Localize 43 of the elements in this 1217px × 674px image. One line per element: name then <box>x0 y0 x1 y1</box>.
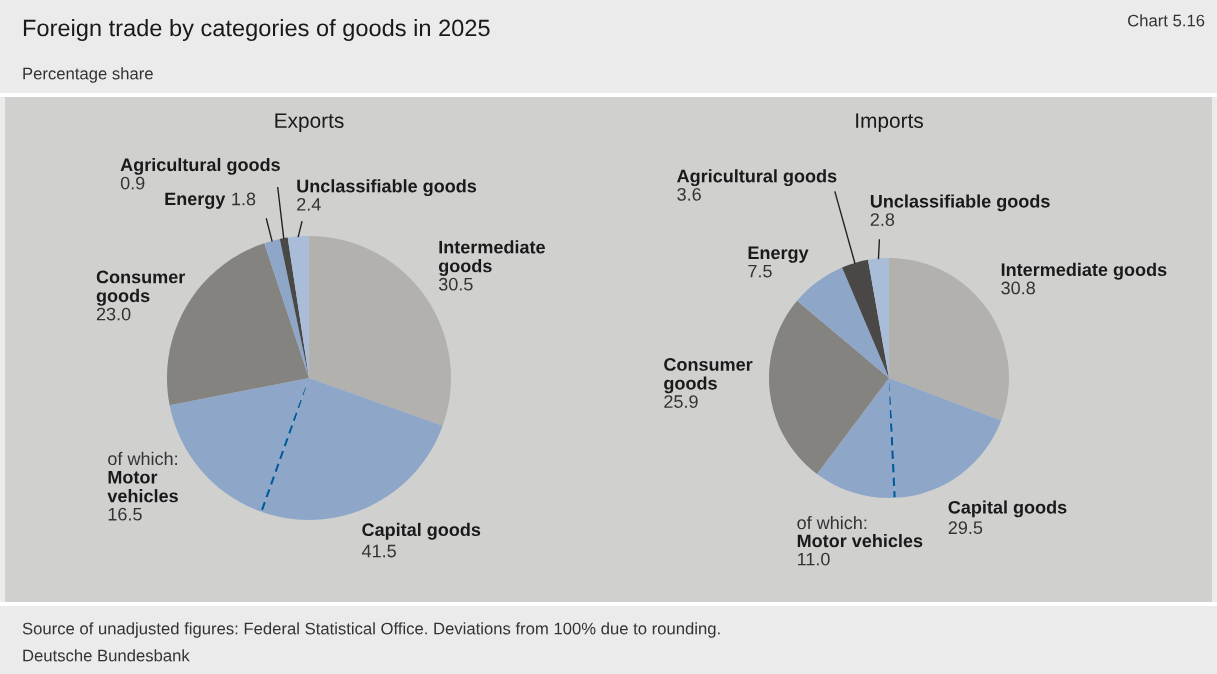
data-label: 30.5 <box>438 277 473 291</box>
text: 41.5 <box>361 544 396 558</box>
pie-slice <box>279 237 309 378</box>
data-label: 30.8 <box>1001 281 1035 295</box>
slice-label: Energy <box>748 246 809 263</box>
data-label: 25.9 <box>664 395 698 408</box>
source-note: Source of unadjusted figures: Federal Statistical Office. Deviations from 100% due to rounding. <box>22 622 720 638</box>
slice-label: Intermediate goods <box>438 240 545 276</box>
slice-label: Intermediate goods <box>1001 262 1167 280</box>
chart-title: Imports <box>856 113 923 133</box>
text: Percentage share <box>23 67 153 83</box>
caption: Chart 5.16 <box>1128 14 1205 27</box>
text: of which: <box>797 516 867 530</box>
pie-slice <box>769 300 889 475</box>
text: Capital goods <box>362 522 481 540</box>
slice-label: Motor vehicles <box>107 470 178 503</box>
data-label: 3.6 <box>677 187 701 201</box>
slice-label: Agricultural goods <box>677 169 837 187</box>
slice-label: Unclassifiable goods <box>870 194 1050 212</box>
data-label: 7.5 <box>748 264 772 278</box>
data-label: 2.8 <box>870 213 895 226</box>
slice-label: Consumer goods <box>96 270 186 306</box>
data-label: 23.0 <box>96 307 131 321</box>
text: 29.5 <box>948 521 983 535</box>
data-label: 1.8 <box>232 192 256 206</box>
pie-slice <box>264 239 309 378</box>
slice-label: Consumer goods <box>664 358 753 394</box>
slice-label: Energy <box>165 192 226 209</box>
data-label: 2.4 <box>297 197 321 211</box>
pie-slice <box>287 236 309 378</box>
text: of which: <box>108 451 177 466</box>
text: Foreign trade by categories of goods in 2025 <box>23 19 490 41</box>
slice-label: Unclassifiable goods <box>297 179 477 197</box>
slice-label: Agricultural goods <box>120 157 280 175</box>
data-label: 0.9 <box>120 176 145 190</box>
text: Capital goods <box>948 500 1067 518</box>
pie-slice <box>842 259 889 378</box>
data-label: 16.5 <box>108 507 142 521</box>
slice-label: Motor vehicles <box>797 534 923 548</box>
pie-slice <box>868 258 889 378</box>
data-label: 11.0 <box>797 552 830 566</box>
chart-title: Exports <box>275 113 344 133</box>
text: Deutsche Bundesbank <box>23 649 190 662</box>
